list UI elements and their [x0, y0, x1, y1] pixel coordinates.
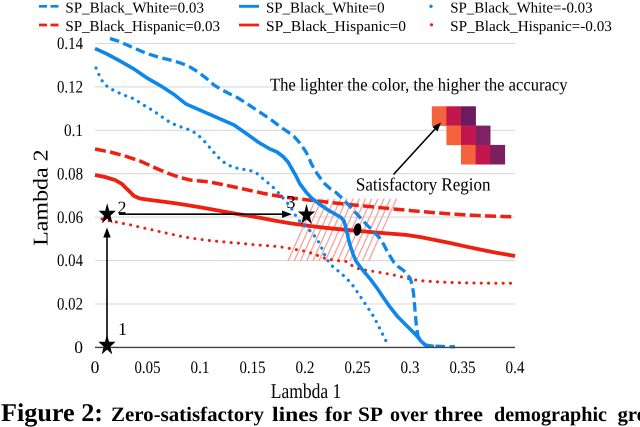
svg-text:0.12: 0.12 [57, 77, 83, 97]
svg-text:0: 0 [91, 357, 100, 377]
svg-text:0.08: 0.08 [57, 163, 83, 183]
svg-text:lines: lines [272, 404, 318, 426]
svg-text:2: 2 [118, 198, 127, 218]
svg-text:0.05: 0.05 [135, 357, 161, 377]
svg-text:over: over [390, 404, 428, 426]
svg-text:0: 0 [74, 337, 83, 357]
svg-text:Lambda 1: Lambda 1 [271, 379, 341, 403]
svg-text:0.1: 0.1 [64, 120, 83, 140]
svg-text:0.3: 0.3 [401, 357, 420, 377]
svg-text:three: three [434, 404, 483, 426]
svg-text:SP: SP [358, 404, 383, 426]
svg-text:SP_Black_Hispanic=0.03: SP_Black_Hispanic=0.03 [65, 19, 220, 35]
svg-text:0.25: 0.25 [345, 357, 371, 377]
svg-text:Zero-satisfactory: Zero-satisfactory [111, 404, 265, 426]
svg-text:1: 1 [118, 319, 127, 339]
svg-text:demographic: demographic [494, 404, 607, 426]
svg-text:SP_Black_White=0: SP_Black_White=0 [266, 0, 385, 16]
svg-text:0.14: 0.14 [57, 33, 83, 53]
svg-text:SP_Black_Hispanic=-0.03: SP_Black_Hispanic=-0.03 [450, 19, 612, 35]
svg-text:0.06: 0.06 [57, 207, 83, 227]
svg-text:SP_Black_White=-0.03: SP_Black_White=-0.03 [450, 0, 592, 16]
svg-text:0.1: 0.1 [191, 357, 210, 377]
svg-text:SP_Black_White=0.03: SP_Black_White=0.03 [65, 0, 204, 16]
svg-text:Figure 2:: Figure 2: [1, 398, 103, 427]
svg-text:3: 3 [287, 192, 296, 212]
svg-text:for: for [325, 404, 352, 426]
svg-text:Lambda 2: Lambda 2 [29, 149, 53, 246]
svg-text:0.15: 0.15 [240, 357, 266, 377]
svg-text:0.35: 0.35 [450, 357, 476, 377]
svg-text:groups: groups [618, 404, 640, 426]
svg-text:0.2: 0.2 [296, 357, 315, 377]
svg-text:SP_Black_Hispanic=0: SP_Black_Hispanic=0 [266, 19, 406, 35]
svg-text:0.4: 0.4 [506, 357, 525, 377]
svg-text:The lighter the color, the hig: The lighter the color, the higher the ac… [270, 75, 568, 95]
svg-text:0.04: 0.04 [57, 250, 83, 270]
svg-text:0.02: 0.02 [57, 294, 83, 314]
svg-text:Satisfactory Region: Satisfactory Region [356, 176, 491, 196]
